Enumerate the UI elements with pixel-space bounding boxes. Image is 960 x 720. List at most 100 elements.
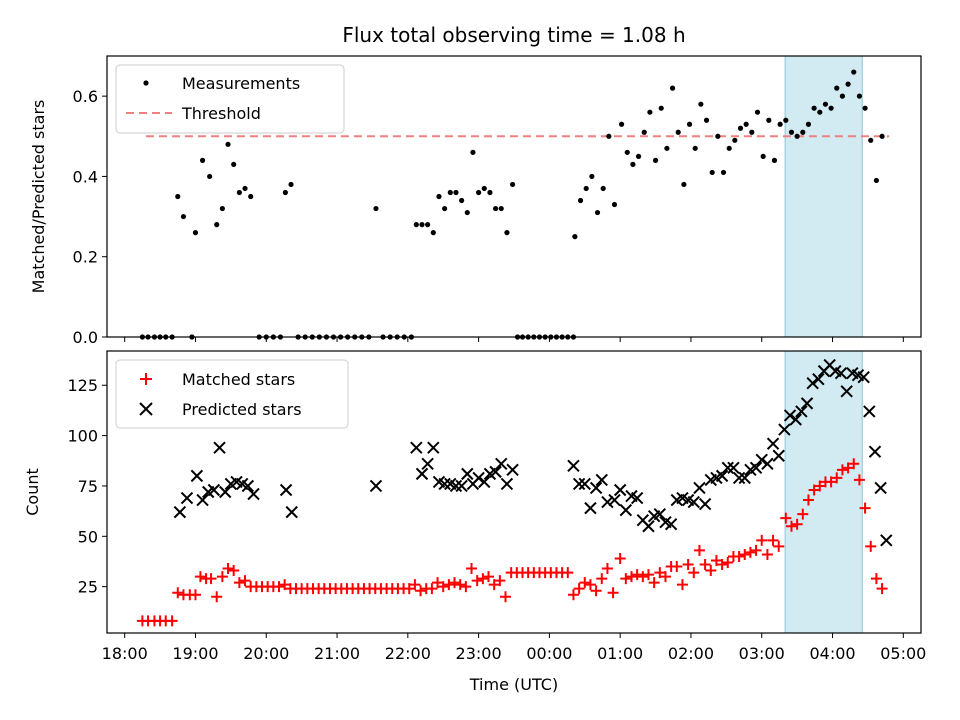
predicted-star-point xyxy=(795,405,808,418)
x-tick-label: 00:00 xyxy=(526,644,572,663)
matched-star-point xyxy=(222,563,234,575)
x-tick-label: 22:00 xyxy=(385,644,431,663)
predicted-star-point xyxy=(449,479,463,493)
measurement-point xyxy=(430,230,436,236)
measurement-point xyxy=(481,185,487,192)
measurement-point xyxy=(720,169,727,176)
predicted-star-point xyxy=(834,366,848,380)
x-tick-label: 20:00 xyxy=(243,644,289,663)
measurement-point xyxy=(737,125,744,131)
matched-star-point xyxy=(870,573,882,585)
measurement-point xyxy=(681,181,687,188)
predicted-star-point xyxy=(721,461,734,475)
matched-star-point xyxy=(722,557,734,568)
matched-star-point xyxy=(471,575,483,587)
matched-star-point xyxy=(466,563,478,575)
measurement-point xyxy=(498,205,504,212)
predicted-star-point xyxy=(732,471,746,485)
measurement-point xyxy=(822,101,829,107)
y-tick-label-bottom: 25 xyxy=(78,578,98,597)
x-tick-label: 05:00 xyxy=(880,644,926,663)
measurement-point xyxy=(703,117,710,123)
matched-star-point xyxy=(797,508,809,520)
matched-star-point xyxy=(273,581,285,593)
matched-star-point xyxy=(189,589,201,601)
matched-star-point xyxy=(279,579,291,591)
x-tick-label: 01:00 xyxy=(597,644,643,663)
matched-star-point xyxy=(761,548,773,560)
y-tick-label-top: 0.4 xyxy=(73,167,98,186)
highlight-span-bottom xyxy=(784,350,863,634)
predicted-star-point xyxy=(415,467,429,481)
matched-star-point xyxy=(216,571,228,583)
predicted-star-point xyxy=(664,518,678,531)
y-tick-label-bottom: 100 xyxy=(67,427,98,446)
measurement-point xyxy=(459,197,465,204)
predicted-star-point xyxy=(489,465,502,479)
matched-star-point xyxy=(780,512,792,524)
matched-star-point xyxy=(767,534,779,546)
y-ticks-bottom: 25 50 75 100 125 xyxy=(67,376,107,597)
measurement-point xyxy=(834,85,840,91)
measurement-point xyxy=(641,129,647,135)
matched-star-point xyxy=(449,577,461,589)
x-tick-label: 23:00 xyxy=(456,644,502,663)
predicted-star-point xyxy=(173,505,187,519)
matched-star-point xyxy=(808,484,820,496)
measurement-point xyxy=(606,133,612,139)
predicted-star-point xyxy=(653,507,667,521)
predicted-star-point xyxy=(727,461,740,475)
matched-star-point xyxy=(853,474,865,486)
predicted-star-point xyxy=(812,372,825,386)
matched-star-point xyxy=(579,577,591,589)
matched-star-point xyxy=(584,579,596,591)
predicted-star-point xyxy=(840,385,853,398)
y-tick-label-bottom: 125 xyxy=(67,376,98,395)
measurement-point xyxy=(715,133,721,139)
matched-star-point xyxy=(710,554,722,566)
matched-star-point xyxy=(562,567,574,579)
measurement-point xyxy=(504,230,510,236)
predicted-star-point xyxy=(800,397,814,410)
measurement-point xyxy=(600,185,606,192)
predicted-star-point xyxy=(601,495,614,509)
predicted-star-point xyxy=(578,477,591,491)
predicted-star-point xyxy=(693,481,706,495)
x-ticks-bottom: 18:00 19:00 20:00 21:00 22:00 23:00 00:00 01:00… xyxy=(102,633,926,663)
measurement-point xyxy=(242,185,248,192)
predicted-star-point xyxy=(789,413,802,426)
matched-star-point xyxy=(859,502,871,514)
measurement-point xyxy=(470,149,476,155)
matched-star-point xyxy=(211,591,223,603)
measurement-point xyxy=(766,117,772,123)
matched-star-point xyxy=(785,520,797,532)
measurement-point xyxy=(669,85,676,91)
matched-star-point xyxy=(494,575,506,587)
plot-frame-bottom xyxy=(106,350,922,634)
measurement-point xyxy=(658,105,664,111)
predicted-star-point xyxy=(584,501,597,515)
measurement-point xyxy=(647,109,653,115)
legend-top: Measurements Threshold xyxy=(115,64,345,134)
predicted-star-point xyxy=(196,493,209,507)
measurement-point xyxy=(476,189,482,196)
measurement-point xyxy=(664,145,670,151)
measurement-point xyxy=(635,153,642,159)
predicted-star-point xyxy=(715,469,729,483)
measurement-point xyxy=(630,161,636,167)
matched-star-point xyxy=(659,571,671,583)
matched-star-point xyxy=(500,591,512,603)
measurement-point xyxy=(214,222,220,228)
predicted-star-points xyxy=(173,358,893,547)
measurement-point xyxy=(442,205,448,212)
ratio-panel: 0.0 0.2 0.4 0.6 Matched/Predicted stars Mea… xyxy=(29,55,922,347)
plot-frame-top xyxy=(106,55,922,338)
matched-star-point xyxy=(750,544,762,556)
predicted-star-point xyxy=(207,483,221,497)
matched-star-point xyxy=(166,615,178,627)
matched-star-point xyxy=(631,569,643,581)
matched-star-point xyxy=(693,544,705,556)
predicted-star-point xyxy=(410,441,423,454)
predicted-star-point xyxy=(461,467,474,481)
matched-star-point xyxy=(172,587,184,599)
